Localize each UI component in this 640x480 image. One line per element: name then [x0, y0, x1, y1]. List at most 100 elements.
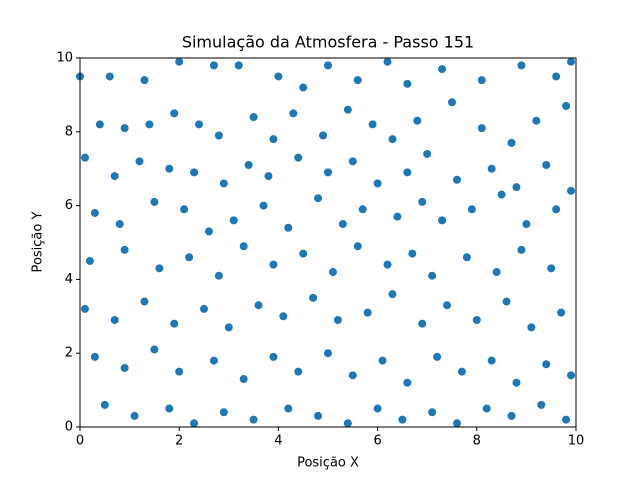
point	[90, 352, 99, 361]
point	[209, 356, 218, 365]
x-tick-label: 0	[76, 434, 84, 449]
x-tick-label: 6	[373, 434, 381, 449]
point	[333, 315, 342, 324]
point	[180, 205, 189, 214]
point	[428, 271, 437, 280]
point	[120, 245, 129, 254]
y-tick-label: 2	[65, 346, 73, 361]
point	[234, 61, 243, 70]
point	[190, 168, 199, 177]
point	[472, 315, 481, 324]
point	[324, 168, 332, 177]
point	[448, 98, 456, 107]
point	[284, 223, 293, 232]
point	[393, 212, 402, 221]
point	[244, 161, 253, 170]
point	[195, 120, 204, 129]
point	[314, 411, 323, 420]
point	[140, 297, 149, 306]
point	[338, 220, 347, 229]
point	[507, 138, 516, 147]
point	[165, 164, 174, 173]
point	[567, 57, 576, 66]
point	[512, 378, 521, 387]
point	[249, 415, 258, 424]
x-tick-label: 10	[568, 434, 585, 449]
point	[348, 157, 357, 166]
point	[150, 345, 159, 354]
point	[135, 157, 144, 166]
point	[170, 109, 179, 118]
point	[204, 227, 213, 236]
point	[353, 242, 362, 251]
point	[482, 404, 491, 413]
point	[209, 61, 218, 70]
x-axis-label: Posição X	[297, 456, 359, 471]
point	[229, 216, 238, 225]
point	[562, 415, 571, 424]
point	[418, 197, 427, 206]
point	[452, 419, 461, 428]
point	[120, 124, 129, 133]
point	[165, 404, 174, 413]
point	[428, 408, 437, 417]
point	[363, 308, 372, 317]
point	[120, 363, 129, 372]
point	[413, 116, 422, 125]
point	[110, 172, 119, 181]
point	[497, 190, 506, 199]
point	[353, 76, 362, 85]
point	[110, 315, 119, 324]
point	[368, 120, 377, 129]
point	[294, 153, 303, 162]
point	[373, 404, 382, 413]
y-tick-label: 6	[65, 198, 73, 213]
point	[378, 356, 387, 365]
point	[477, 76, 486, 85]
point	[388, 290, 397, 299]
point	[145, 120, 154, 129]
point	[502, 297, 511, 306]
point	[517, 61, 526, 70]
point	[328, 268, 337, 277]
point	[398, 415, 407, 424]
point	[373, 179, 382, 188]
chart-title: Simulação da Atmosfera - Passo 151	[182, 33, 474, 52]
point	[433, 352, 442, 361]
point	[557, 308, 566, 317]
point	[348, 371, 357, 380]
point	[408, 249, 417, 258]
point	[517, 245, 526, 254]
point	[403, 168, 412, 177]
point	[324, 61, 332, 70]
point	[279, 312, 288, 321]
point	[269, 352, 278, 361]
point	[452, 175, 461, 184]
point	[383, 57, 392, 66]
point	[358, 205, 367, 214]
plot-frame	[79, 57, 577, 428]
point	[542, 360, 551, 369]
point	[224, 323, 233, 332]
point	[90, 208, 99, 217]
y-axis-label: Posição Y	[31, 212, 46, 273]
point	[175, 57, 184, 66]
point	[423, 149, 432, 158]
point	[383, 260, 392, 269]
point	[542, 161, 551, 170]
point	[80, 304, 89, 313]
point	[239, 375, 248, 384]
point	[567, 371, 576, 380]
point	[100, 400, 109, 409]
point	[259, 201, 268, 210]
point	[343, 105, 352, 114]
point	[438, 65, 447, 74]
point	[388, 135, 397, 144]
point	[150, 197, 159, 206]
point	[314, 194, 323, 203]
point	[254, 301, 263, 310]
point	[443, 301, 452, 310]
x-tick-label: 2	[175, 434, 183, 449]
